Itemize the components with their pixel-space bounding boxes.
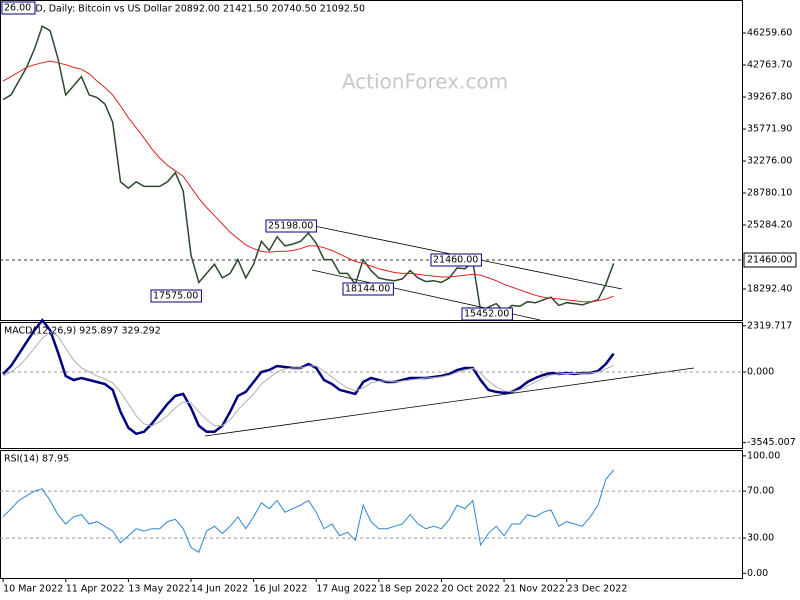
y-tick-label: 28780.10	[747, 188, 792, 199]
y-tick-label: 46259.60	[747, 28, 792, 39]
y-tick-label: 100.00	[747, 450, 780, 461]
x-tick-label: 21 Nov 2022	[504, 584, 565, 595]
y-tick-label: 35771.90	[747, 124, 792, 135]
annotation-box	[1, 1, 36, 15]
series-line	[2, 318, 615, 436]
price-label-box	[743, 252, 797, 268]
series-line	[2, 25, 615, 313]
y-tick-label: 39267.80	[747, 92, 792, 103]
annotation-box	[342, 282, 394, 296]
watermark: ActionForex.com	[342, 70, 508, 94]
x-tick-label: 14 Jun 2022	[191, 584, 248, 595]
annotation: 18144.00	[345, 284, 390, 295]
annotation: 15452.00	[464, 309, 509, 320]
annotation-box	[430, 253, 482, 267]
series-line	[2, 469, 614, 553]
annotation-box	[461, 307, 513, 321]
panel-frame	[0, 450, 743, 579]
y-tick-label: 32276.00	[747, 156, 792, 167]
x-tick-label: 10 Mar 2022	[3, 584, 63, 595]
y-tick-label: -3545.007	[747, 437, 796, 448]
annotation: 17575.00	[153, 291, 198, 302]
annotation-box	[265, 219, 317, 233]
x-tick-label: 13 May 2022	[128, 584, 190, 595]
panel-title: MACD(12,26,9) 925.897 329.292	[4, 326, 161, 337]
y-tick-label: 18292.40	[747, 283, 792, 294]
x-tick-label: 18 Sep 2022	[379, 584, 439, 595]
y-tick-label: 0.00	[747, 568, 768, 579]
y-tick-label: 30.00	[747, 533, 774, 544]
x-tick-label: 20 Oct 2022	[441, 584, 500, 595]
y-tick-label: 70.00	[747, 486, 774, 497]
annotation: 25198.00	[268, 221, 313, 232]
annotation-box	[150, 289, 202, 303]
x-tick-label: 16 Jul 2022	[254, 584, 308, 595]
x-tick-label: 17 Aug 2022	[316, 584, 377, 595]
x-tick-label: 11 Apr 2022	[66, 584, 125, 595]
panel-title: BTCUSD, Daily: Bitcoin vs US Dollar 2089…	[4, 4, 365, 15]
annotation: 26.00	[4, 3, 31, 14]
y-tick-label: 2319.717	[747, 320, 792, 331]
panel-title: RSI(14) 87.95	[4, 454, 69, 465]
y-tick-label: 42763.70	[747, 60, 792, 71]
y-tick-label: 25284.20	[747, 220, 792, 231]
series-line	[2, 60, 614, 303]
trend-line	[204, 367, 695, 437]
annotation: 21460.00	[433, 255, 478, 266]
panel-frame	[0, 0, 743, 321]
x-tick-label: 23 Dec 2022	[567, 584, 628, 595]
panel-frame	[0, 322, 743, 449]
series-line	[2, 331, 614, 427]
y-tick-label: 0.000	[747, 367, 774, 378]
price-label: 21460.00	[747, 255, 792, 266]
